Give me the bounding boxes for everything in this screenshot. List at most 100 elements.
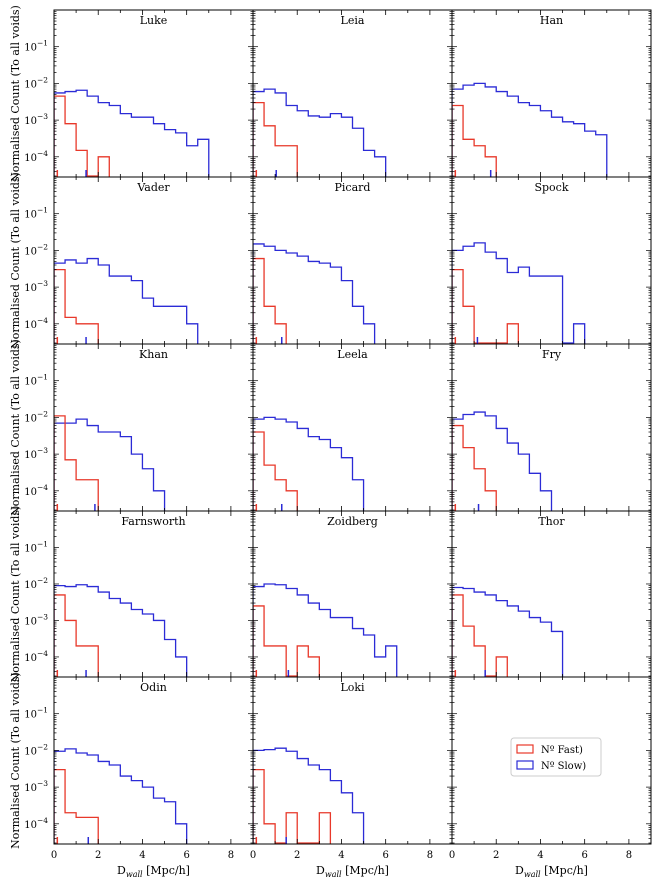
series-slow-leia [253, 88, 387, 177]
panel-spock [451, 176, 652, 344]
panel-picard [252, 176, 453, 344]
y-tick-label: 10−2 [24, 75, 48, 90]
series-fast-luke [54, 95, 110, 177]
series-slow-loki [253, 747, 365, 844]
y-axis-label: Normalised Count (To all voids) [9, 506, 22, 683]
x-tick-label: 6 [581, 850, 587, 861]
series-slow-khan [54, 418, 166, 511]
x-axis-label: Dwall [Mpc/h] [117, 864, 190, 879]
legend-label-fast: Nº Fast) [541, 745, 583, 756]
panel-khan [53, 343, 254, 511]
y-axis-label: Normalised Count (To all voids) [9, 5, 22, 182]
series-fast-loki [253, 768, 332, 844]
series-fast-han [452, 104, 497, 177]
panel-title: Farnsworth [121, 515, 185, 528]
panel-han [451, 9, 652, 177]
panel-loki [252, 676, 453, 844]
y-tick-label: 10−2 [24, 576, 48, 591]
x-tick-label: 0 [250, 850, 256, 861]
series-fast-picard [253, 257, 287, 344]
panel-zoidberg [252, 510, 453, 677]
y-tick-label: 10−1 [24, 39, 48, 54]
panel-title: Leela [337, 348, 368, 361]
x-tick-label: 8 [626, 850, 632, 861]
series-fast-leia [253, 101, 298, 177]
y-axis-label: Normalised Count (To all voids) [9, 172, 22, 349]
series-slow-han [452, 82, 608, 177]
y-tick-label: 10−3 [24, 446, 48, 461]
series-fast-vader [54, 268, 99, 344]
panels-layer [53, 9, 652, 844]
series-slow-picard [253, 243, 376, 344]
series-fast-fry [452, 424, 497, 511]
y-tick-label: 10−3 [24, 779, 48, 794]
y-tick-label: 10−3 [24, 279, 48, 294]
panel-title: Luke [140, 14, 168, 27]
panel-farnsworth [53, 510, 254, 677]
series-fast-spock [452, 268, 519, 344]
x-tick-label: 6 [382, 850, 388, 861]
x-tick-label: 0 [51, 850, 57, 861]
series-slow-spock [452, 242, 586, 344]
panel-title: Spock [534, 181, 568, 194]
y-tick-label: 10−2 [24, 742, 48, 757]
y-tick-label: 10−4 [24, 483, 48, 498]
panel-title: Thor [538, 515, 565, 528]
y-tick-label: 10−4 [24, 816, 48, 831]
panel-title: Zoidberg [327, 515, 378, 528]
series-fast-zoidberg [253, 605, 320, 677]
x-tick-label: 2 [95, 850, 101, 861]
panel-leia [252, 9, 453, 177]
x-tick-label: 6 [183, 850, 189, 861]
series-fast-leela [253, 431, 298, 511]
series-slow-fry [452, 411, 553, 511]
series-fast-thor [452, 594, 508, 677]
legend-swatch-fast [516, 744, 534, 754]
panel-vader [53, 176, 254, 344]
series-slow-leela [253, 416, 365, 511]
y-tick-label: 10−1 [24, 206, 48, 221]
x-tick-label: 2 [294, 850, 300, 861]
y-tick-label: 10−1 [24, 706, 48, 721]
legend: Nº Fast) Nº Slow) [510, 737, 602, 777]
legend-label-slow: Nº Slow) [541, 761, 586, 772]
y-tick-label: 10−4 [24, 149, 48, 164]
y-tick-label: 10−1 [24, 373, 48, 388]
labels-layer: Luke Leia Han Vader Picard Spock Khan Leela Fry F… [9, 5, 632, 879]
y-tick-label: 10−1 [24, 539, 48, 554]
series-slow-farnsworth [54, 584, 188, 677]
outer-frame [53, 9, 652, 845]
panel-odin [53, 676, 254, 844]
series-slow-thor [452, 586, 564, 677]
x-tick-label: 4 [139, 850, 145, 861]
x-tick-label: 2 [493, 850, 499, 861]
y-tick-label: 10−2 [24, 409, 48, 424]
panel-title: Leia [341, 14, 365, 27]
panel-leela [252, 343, 453, 511]
y-axis-label: Normalised Count (To all voids) [9, 339, 22, 516]
x-tick-label: 0 [449, 850, 455, 861]
x-tick-label: 8 [427, 850, 433, 861]
panel-title: Vader [136, 181, 170, 194]
panel-title: Loki [340, 681, 365, 694]
x-tick-label: 4 [338, 850, 344, 861]
series-slow-zoidberg [253, 583, 398, 677]
y-tick-label: 10−4 [24, 649, 48, 664]
panel-title: Picard [335, 181, 371, 194]
panel-title: Odin [140, 681, 167, 694]
series-slow-luke [54, 89, 210, 177]
y-tick-label: 10−3 [24, 112, 48, 127]
frames-layer [53, 9, 652, 845]
panel-fry [451, 343, 652, 511]
panel-title: Khan [139, 348, 168, 361]
legend-swatch-slow [516, 760, 534, 770]
x-axis-label: Dwall [Mpc/h] [515, 864, 588, 879]
series-fast-khan [54, 415, 99, 511]
series-slow-vader [54, 257, 199, 344]
y-axis-label: Normalised Count (To all voids) [9, 672, 22, 849]
series-fast-farnsworth [54, 594, 99, 677]
y-tick-label: 10−2 [24, 242, 48, 257]
panel-title: Fry [542, 348, 562, 361]
series-slow-odin [54, 748, 188, 844]
